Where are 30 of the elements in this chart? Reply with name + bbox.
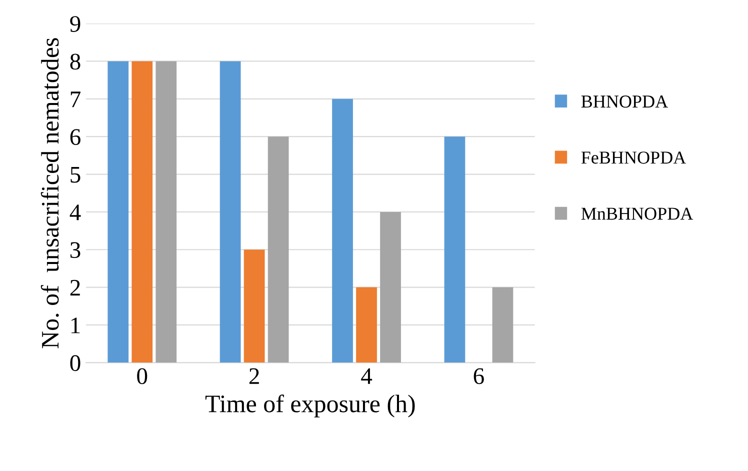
bar xyxy=(332,98,353,363)
bar xyxy=(108,61,129,363)
y-tick-label: 4 xyxy=(70,204,81,220)
bar xyxy=(156,61,177,363)
bar xyxy=(444,136,466,363)
bar xyxy=(356,287,377,363)
y-tick-label: 9 xyxy=(70,16,80,32)
x-tick-label: 2 xyxy=(249,368,259,384)
bar xyxy=(132,61,153,363)
legend-label: BHNOPDA xyxy=(581,95,668,108)
y-tick-label: 0 xyxy=(70,355,80,372)
y-tick-label: 7 xyxy=(70,92,80,108)
x-axis-title: Time of exposure (h) xyxy=(205,394,415,418)
bar xyxy=(380,212,401,363)
bar xyxy=(220,61,241,363)
y-tick-label: 3 xyxy=(70,242,80,258)
bar xyxy=(492,287,514,363)
y-tick-label: 2 xyxy=(70,280,80,296)
bar xyxy=(244,250,265,363)
bar xyxy=(268,136,289,363)
y-tick-label: 1 xyxy=(71,318,80,334)
y-tick-label: 5 xyxy=(70,167,80,183)
legend-label: FeBHNOPDA xyxy=(581,152,686,164)
y-tick-label: 8 xyxy=(70,54,80,70)
x-tick-label: 6 xyxy=(474,368,484,384)
y-tick-label: 6 xyxy=(70,129,80,146)
legend-label: MnBHNOPDA xyxy=(581,208,694,220)
y-axis-title: No. of unsacrificed nematodes xyxy=(40,38,59,348)
x-tick-label: 4 xyxy=(361,368,372,384)
x-tick-label: 0 xyxy=(137,368,148,384)
